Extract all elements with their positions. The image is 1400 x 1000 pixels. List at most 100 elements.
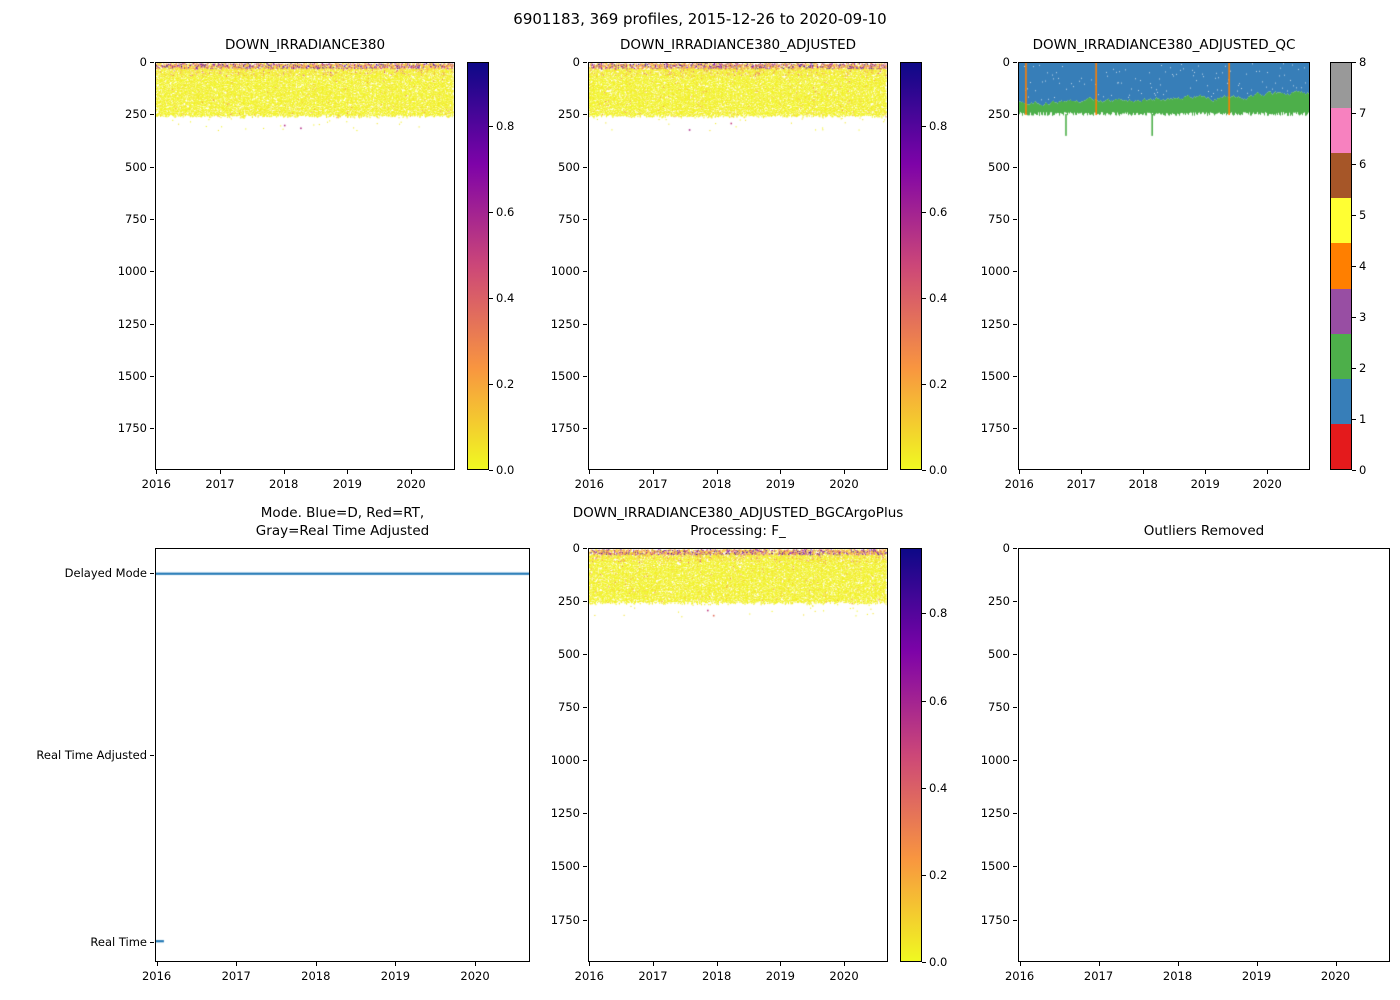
colorbar-tick-label: 2: [1359, 361, 1367, 375]
colorbar-tick-label: 1: [1359, 412, 1367, 426]
y-tick-label: 750: [988, 211, 1010, 226]
x-tick: [156, 470, 158, 474]
x-tick: [780, 470, 782, 474]
colorbar-down_irradiance380_adjusted: [900, 62, 922, 470]
y-tick-label: 0: [139, 55, 147, 69]
colorbar-tick: [922, 470, 926, 471]
colorbar-gradient: [901, 63, 921, 469]
panel-title-down_irradiance380_adjusted_qc: DOWN_IRRADIANCE380_ADJUSTED_QC: [1032, 37, 1296, 53]
colorbar-tick-label: 0.6: [929, 205, 948, 220]
plot-canvas-mode: [156, 549, 529, 961]
x-tick: [652, 962, 654, 966]
plot-canvas-down_irradiance380_adjusted_bgcargoplus: [589, 549, 887, 961]
x-tick: [347, 470, 349, 474]
y-tick: [583, 166, 587, 168]
x-tick: [716, 470, 718, 474]
x-tick-label: 2019: [1241, 969, 1272, 983]
x-tick-label: 2019: [1190, 477, 1220, 491]
x-tick: [283, 470, 285, 474]
x-tick: [844, 470, 846, 474]
y-tick: [1013, 428, 1017, 430]
colorbar-tick-label: 7: [1359, 106, 1367, 120]
x-tick-label: 2020: [829, 477, 859, 491]
colorbar-gradient: [468, 63, 488, 469]
y-tick-label: 250: [558, 594, 580, 609]
y-tick-label: 0: [572, 55, 580, 69]
x-tick: [1177, 962, 1179, 966]
colorbar-tick: [1352, 470, 1356, 471]
x-tick: [475, 962, 477, 966]
y-tick: [150, 62, 154, 63]
x-tick: [1205, 470, 1207, 474]
y-tick: [1013, 654, 1017, 656]
x-tick: [780, 962, 782, 966]
x-tick: [1267, 470, 1269, 474]
y-tick-label: 250: [558, 107, 580, 122]
colorbar-tick-label: 0.8: [929, 119, 948, 134]
y-tick-label: 500: [558, 647, 580, 662]
y-tick: [583, 760, 587, 762]
qc-color-segment-1: [1331, 378, 1351, 424]
y-tick-label: 1750: [980, 912, 1010, 927]
x-tick-label: 2017: [638, 477, 668, 491]
x-tick: [589, 470, 591, 474]
x-tick-label: 2020: [460, 969, 490, 983]
axes-down_irradiance380_adjusted_qc: [1018, 62, 1310, 470]
panel-title-mode: Mode. Blue=D, Red=RT,: [260, 505, 425, 521]
y-tick-label: 1500: [550, 859, 580, 874]
colorbar-tick: [922, 700, 926, 702]
y-tick: [583, 601, 587, 603]
y-tick-label: 500: [125, 159, 147, 174]
y-tick: [1013, 323, 1017, 325]
x-tick-label: 2018: [1128, 477, 1158, 491]
qc-color-segment-3: [1331, 288, 1351, 334]
y-tick-label: 1750: [980, 421, 1010, 436]
y-tick: [150, 942, 154, 944]
x-tick: [589, 962, 591, 966]
y-tick: [150, 428, 154, 430]
y-tick-label: 750: [988, 700, 1010, 715]
x-tick: [1256, 962, 1258, 966]
x-tick: [395, 962, 397, 966]
x-tick: [1098, 962, 1100, 966]
y-tick: [1013, 375, 1017, 377]
colorbar-tick: [922, 787, 926, 789]
x-tick-label: 2018: [1162, 969, 1193, 983]
plot-canvas-down_irradiance380_adjusted_qc: [1019, 63, 1309, 469]
y-tick-label: 250: [125, 107, 147, 122]
x-tick-label: 2017: [1083, 969, 1114, 983]
y-tick-label: 1250: [117, 316, 147, 331]
colorbar-tick-label: 0.2: [929, 867, 948, 882]
colorbar-tick-label: 0.8: [929, 606, 948, 621]
x-tick-label: 2018: [702, 969, 732, 983]
y-tick-label: 1250: [980, 316, 1010, 331]
qc-color-segment-5: [1331, 198, 1351, 244]
y-category-label: Delayed Mode: [64, 565, 147, 580]
y-tick: [583, 375, 587, 377]
x-tick: [219, 470, 221, 474]
x-tick-label: 2019: [380, 969, 411, 983]
y-tick: [1013, 271, 1017, 273]
panel-title-down_irradiance380_adjusted_bgcargoplus: DOWN_IRRADIANCE380_ADJUSTED_BGCArgoPlus: [572, 505, 904, 521]
y-category-label: Real Time Adjusted: [36, 748, 147, 762]
y-tick-label: 1500: [980, 859, 1010, 874]
y-tick: [1013, 866, 1017, 868]
x-tick: [1019, 470, 1021, 474]
x-tick: [315, 962, 317, 966]
colorbar-tick: [922, 384, 926, 386]
qc-color-segment-4: [1331, 243, 1351, 289]
panel-title-mode: Gray=Real Time Adjusted: [255, 523, 430, 539]
panel-title-down_irradiance380: DOWN_IRRADIANCE380: [224, 37, 386, 53]
y-tick-label: 500: [988, 647, 1010, 662]
y-tick: [1013, 601, 1017, 603]
x-tick-label: 2020: [829, 969, 859, 983]
axes-down_irradiance380: [155, 62, 455, 470]
y-tick: [150, 271, 154, 273]
colorbar-tick-label: 0.2: [929, 377, 948, 392]
y-tick: [583, 271, 587, 273]
y-tick-label: 1750: [550, 421, 580, 436]
colorbar-tick-label: 0.2: [496, 377, 515, 392]
colorbar-tick: [922, 874, 926, 876]
y-tick: [150, 375, 154, 377]
